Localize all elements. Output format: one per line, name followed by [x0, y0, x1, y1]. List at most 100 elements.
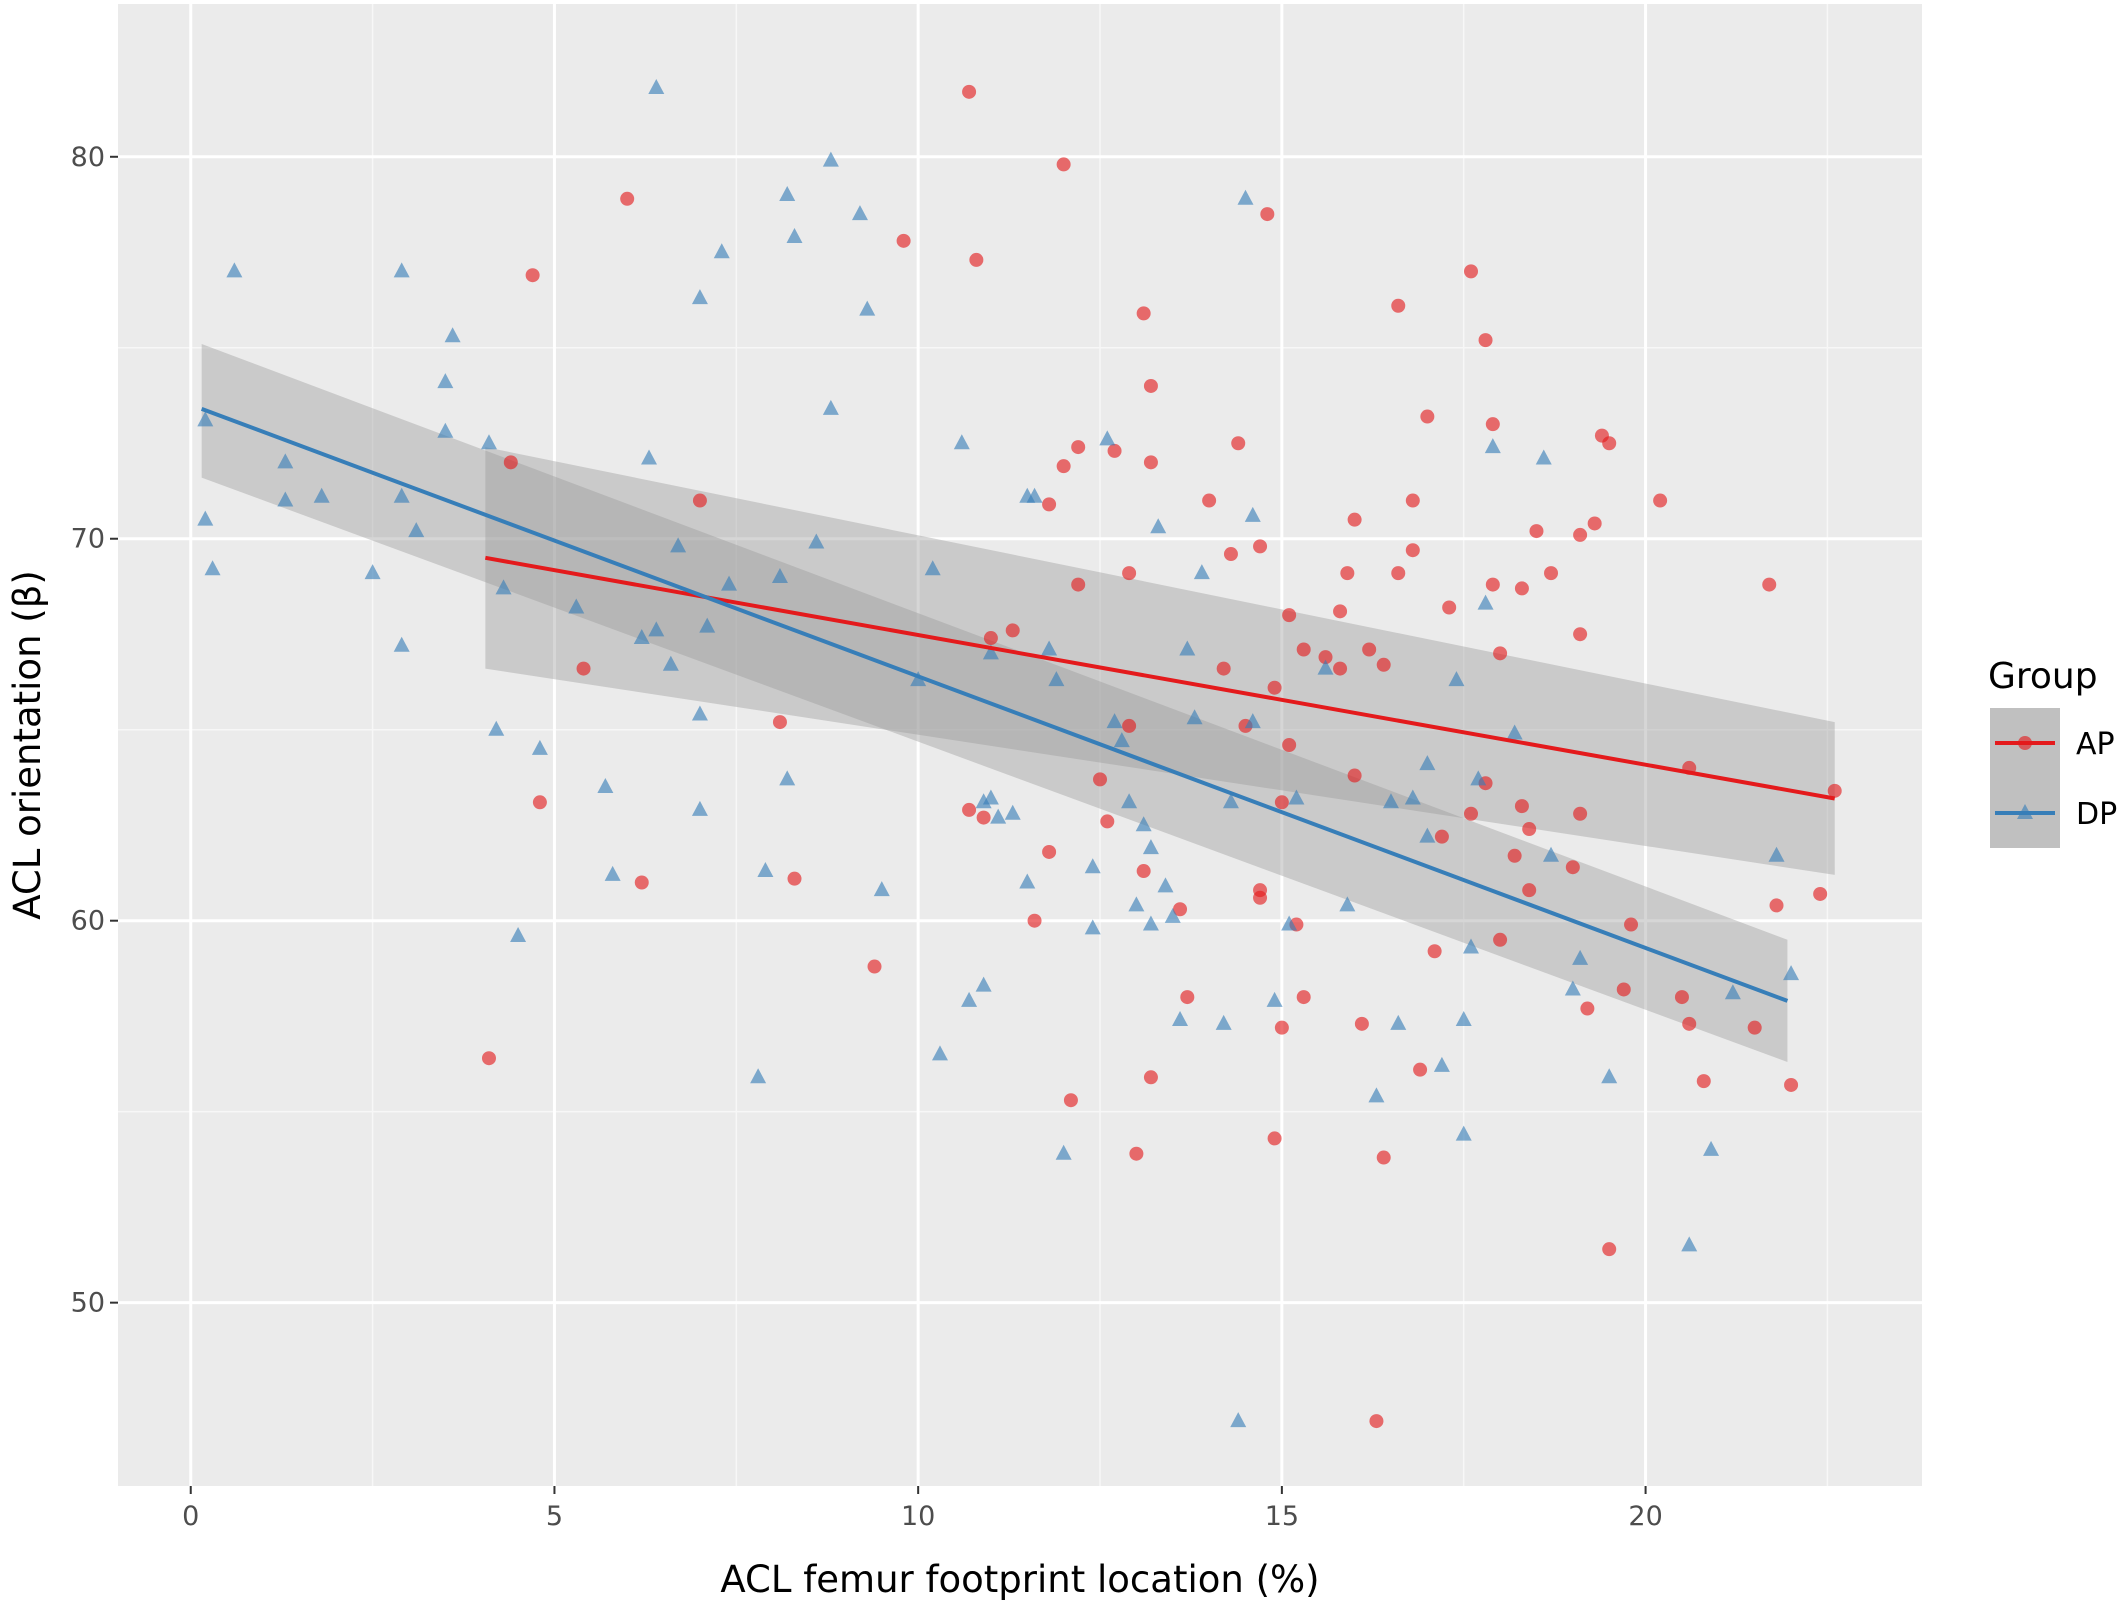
data-point-ap — [1493, 932, 1508, 947]
data-point-ap — [1129, 1146, 1144, 1161]
data-point-dp — [1193, 564, 1210, 580]
data-point-ap — [1747, 1020, 1762, 1035]
data-point-ap — [983, 631, 998, 646]
data-point-ap — [1624, 917, 1639, 932]
data-point-dp — [662, 655, 679, 671]
legend: Group AP DP — [1988, 656, 2117, 848]
data-point-ap — [1522, 883, 1537, 898]
data-point-ap — [1434, 829, 1449, 844]
data-point-dp — [1404, 789, 1421, 805]
data-point-ap — [1042, 497, 1057, 512]
data-point-dp — [1317, 659, 1334, 675]
data-point-dp — [1128, 896, 1145, 912]
data-point-ap — [1354, 1016, 1369, 1031]
data-point-ap — [1071, 577, 1086, 592]
data-point-ap — [1107, 443, 1122, 458]
data-point-ap — [1274, 795, 1289, 810]
data-point-ap — [1318, 650, 1333, 665]
x-tick-label: 10 — [901, 1501, 935, 1532]
data-point-dp — [1601, 1068, 1618, 1084]
data-point-ap — [1253, 539, 1268, 554]
data-point-ap — [1100, 814, 1115, 829]
data-point-ap — [1587, 516, 1602, 531]
data-point-ap — [1369, 1414, 1384, 1429]
data-point-dp — [1106, 713, 1123, 729]
data-point-ap — [787, 871, 802, 886]
data-point-dp — [1150, 518, 1167, 534]
data-point-dp — [1281, 915, 1298, 931]
data-point-dp — [975, 976, 992, 992]
data-point-dp — [1186, 709, 1203, 725]
data-point-dp — [1179, 640, 1196, 656]
data-point-ap — [532, 795, 547, 810]
data-point-dp — [1390, 1014, 1407, 1030]
data-point-ap — [1485, 417, 1500, 432]
data-point-ap — [1827, 783, 1842, 798]
data-point-dp — [1237, 189, 1254, 205]
data-point-dp — [1724, 984, 1741, 1000]
data-point-dp — [975, 793, 992, 809]
data-point-dp — [1368, 1087, 1385, 1103]
data-point-ap — [1376, 657, 1391, 672]
data-point-dp — [1244, 713, 1261, 729]
data-point-ap — [692, 493, 707, 508]
data-point-dp — [204, 560, 221, 576]
y-axis-ticks: 50 60 70 80 — [71, 142, 118, 1319]
data-point-ap — [962, 84, 977, 99]
data-point-ap — [1260, 207, 1275, 222]
data-point-ap — [969, 252, 984, 267]
data-point-ap — [1769, 898, 1784, 913]
data-point-ap — [1565, 860, 1580, 875]
data-point-ap — [962, 802, 977, 817]
data-point-ap — [1529, 524, 1544, 539]
data-point-ap — [1063, 1093, 1078, 1108]
data-point-dp — [393, 636, 410, 652]
data-point-ap — [1136, 864, 1151, 879]
data-point-dp — [750, 1068, 767, 1084]
data-point-dp — [197, 510, 214, 526]
data-point-dp — [1681, 1236, 1698, 1252]
data-point-dp — [757, 862, 774, 878]
data-point-dp — [1164, 907, 1181, 923]
data-point-dp — [1026, 487, 1043, 503]
data-point-ap — [1696, 1074, 1711, 1089]
data-point-ap — [1267, 680, 1282, 695]
x-tick-label: 15 — [1265, 1501, 1299, 1532]
data-point-dp — [568, 598, 585, 614]
data-point-ap — [1580, 1001, 1595, 1016]
data-point-dp — [408, 522, 425, 538]
data-point-dp — [691, 800, 708, 816]
data-point-dp — [786, 227, 803, 243]
data-point-ap — [1223, 547, 1238, 562]
data-point-dp — [670, 537, 687, 553]
x-tick-label: 0 — [182, 1501, 199, 1532]
data-point-dp — [990, 808, 1007, 824]
y-tick-label: 70 — [71, 524, 105, 555]
data-point-ap — [1464, 806, 1478, 821]
data-point-dp — [1433, 1056, 1450, 1072]
data-point-ap — [1478, 333, 1493, 348]
data-point-ap — [1573, 627, 1588, 642]
data-point-ap — [1042, 844, 1057, 859]
data-point-ap — [772, 715, 787, 730]
legend-marker-ap — [2018, 736, 2032, 750]
legend-label-ap: AP — [2076, 727, 2115, 762]
data-point-dp — [910, 671, 927, 687]
data-point-ap — [1231, 436, 1246, 451]
data-point-ap — [1143, 378, 1158, 393]
data-point-dp — [1113, 732, 1130, 748]
y-axis-title: ACL orientation (β) — [6, 570, 49, 920]
data-point-ap — [1813, 886, 1828, 901]
y-tick-label: 60 — [71, 906, 105, 937]
data-point-dp — [1768, 846, 1785, 862]
data-point-dp — [437, 422, 454, 438]
data-point-dp — [924, 560, 941, 576]
data-point-ap — [634, 875, 649, 890]
data-point-dp — [364, 564, 381, 580]
data-point-dp — [961, 991, 978, 1007]
data-point-ap — [1122, 718, 1137, 733]
data-point-dp — [1543, 846, 1560, 862]
data-point-ap — [896, 233, 911, 248]
data-point-dp — [691, 705, 708, 721]
data-point-dp — [597, 778, 614, 794]
